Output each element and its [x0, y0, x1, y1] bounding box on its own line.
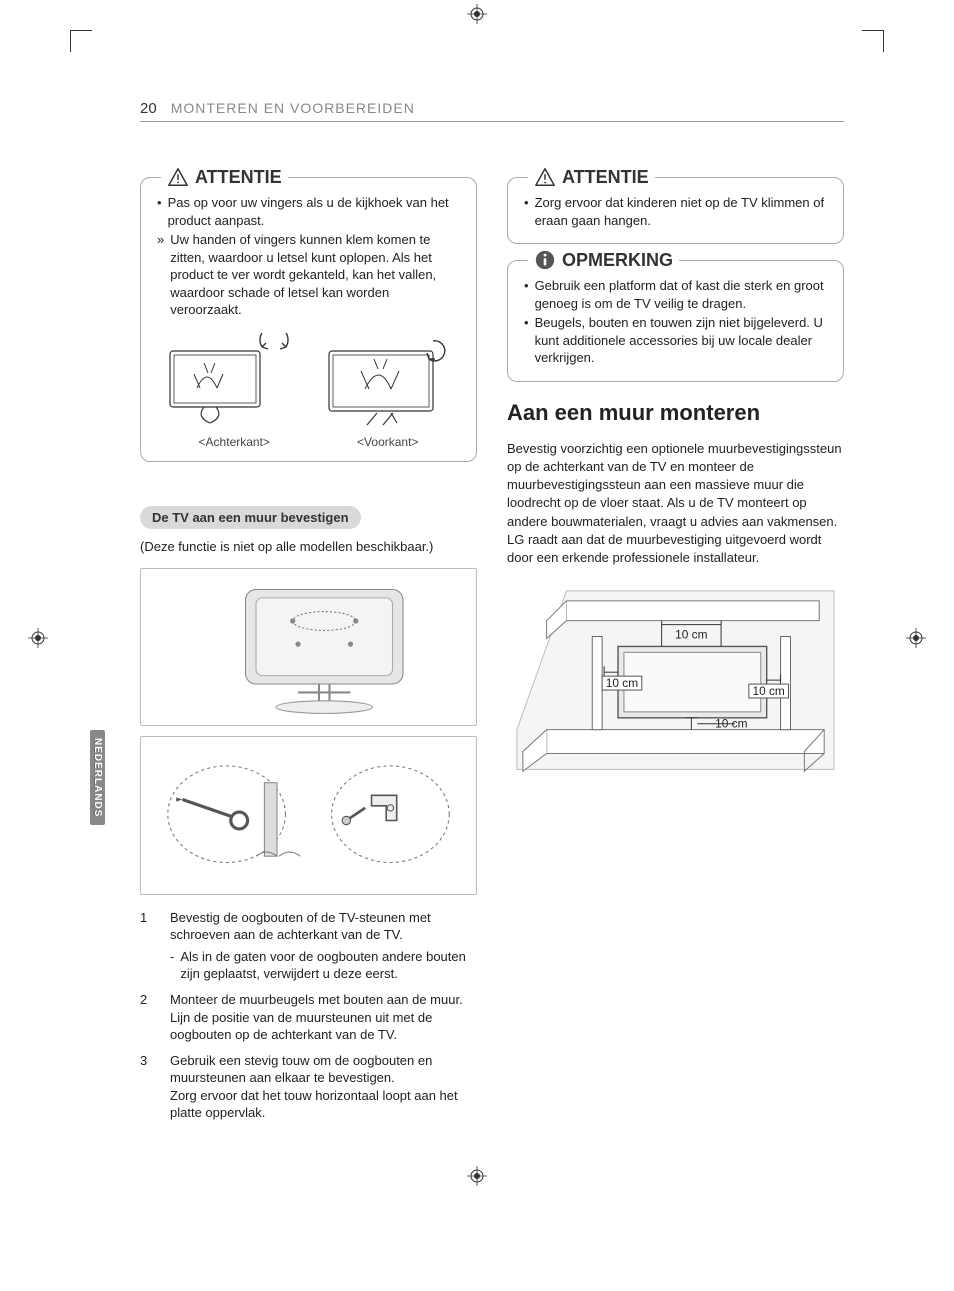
bullet-icon: •: [157, 194, 162, 229]
list-item: » Uw handen of vingers kunnen klem komen…: [157, 231, 462, 319]
bullet-icon: •: [524, 314, 529, 367]
list-text: Uw handen of vingers kunnen klem komen t…: [170, 231, 462, 319]
list-text: Beugels, bouten en touwen zijn niet bijg…: [535, 314, 829, 367]
eyebolt-bracket-figure: [140, 736, 477, 895]
language-tab: NEDERLANDS: [90, 730, 105, 825]
list-text: Gebruik een platform dat of kast die ste…: [535, 277, 829, 312]
registration-mark: [28, 628, 48, 648]
right-column: ATTENTIE • Zorg ervoor dat kinderen niet…: [507, 177, 844, 1130]
bullet-icon: •: [524, 194, 529, 229]
dim-label: 10 cm: [675, 628, 707, 642]
step-text: Bevestig de oogbouten of de TV-steunen m…: [170, 910, 431, 943]
tv-eyebolt-figure: [140, 568, 477, 727]
attentie-box-right: ATTENTIE • Zorg ervoor dat kinderen niet…: [507, 177, 844, 244]
section-title: MONTEREN EN VOORBEREIDEN: [171, 100, 415, 116]
availability-note: (Deze functie is niet op alle modellen b…: [140, 539, 477, 554]
page: 20 MONTEREN EN VOORBEREIDEN NEDERLANDS A…: [0, 0, 954, 1190]
dash-icon: -: [170, 948, 174, 983]
callout-title-text: ATTENTIE: [562, 167, 649, 188]
callout-title: ATTENTIE: [528, 166, 655, 188]
warning-triangle-icon: [167, 166, 189, 188]
step-number: 1: [140, 909, 158, 983]
wall-mount-paragraph: Bevestig voorzichtig een optionele muurb…: [507, 440, 844, 567]
registration-mark: [906, 628, 926, 648]
list-text: Zorg ervoor dat kinderen niet op de TV k…: [535, 194, 829, 229]
attentie-box-left: ATTENTIE • Pas op voor uw vingers als u …: [140, 177, 477, 462]
step-number: 3: [140, 1052, 158, 1122]
opmerking-box: OPMERKING • Gebruik een platform dat of …: [507, 260, 844, 382]
bullet-icon: •: [524, 277, 529, 312]
running-header: 20 MONTEREN EN VOORBEREIDEN: [140, 100, 844, 122]
left-column: ATTENTIE • Pas op voor uw vingers als u …: [140, 177, 477, 1130]
wall-mount-heading: Aan een muur monteren: [507, 400, 844, 426]
wall-mount-clearance-figure: 10 cm 10 cm 10 cm 10 cm: [507, 581, 844, 782]
dim-label: 10 cm: [606, 676, 638, 690]
figure-row: [155, 333, 462, 433]
step-item: 1 Bevestig de oogbouten of de TV-steunen…: [140, 909, 477, 983]
tv-back-tilt-illustration: [162, 333, 302, 433]
step-text: Lijn de positie van de muursteunen uit m…: [170, 1009, 477, 1044]
list-item: • Zorg ervoor dat kinderen niet op de TV…: [524, 194, 829, 229]
substep: - Als in de gaten voor de oogbouten ande…: [170, 948, 477, 983]
callout-title: ATTENTIE: [161, 166, 288, 188]
tv-front-tilt-illustration: [315, 333, 455, 433]
warning-triangle-icon: [534, 166, 556, 188]
subheading-pill: De TV aan een muur bevestigen: [140, 506, 361, 529]
step-text: Gebruik een stevig touw om de oogbouten …: [170, 1052, 477, 1087]
callout-title-text: OPMERKING: [562, 250, 673, 271]
bullet-icon: »: [157, 231, 164, 319]
step-number: 2: [140, 991, 158, 1044]
info-circle-icon: [534, 249, 556, 271]
callout-title-text: ATTENTIE: [195, 167, 282, 188]
step-item: 3 Gebruik een stevig touw om de oogboute…: [140, 1052, 477, 1122]
list-item: • Beugels, bouten en touwen zijn niet bi…: [524, 314, 829, 367]
step-item: 2 Monteer de muurbeugels met bouten aan …: [140, 991, 477, 1044]
fig-label-front: <Voorkant>: [357, 435, 418, 449]
fig-label-back: <Achterkant>: [199, 435, 270, 449]
list-item: • Pas op voor uw vingers als u de kijkho…: [157, 194, 462, 229]
step-text: Zorg ervoor dat het touw horizontaal loo…: [170, 1087, 477, 1122]
list-text: Pas op voor uw vingers als u de kijkhoek…: [168, 194, 462, 229]
wall-secure-section: De TV aan een muur bevestigen (Deze func…: [140, 478, 477, 1122]
step-text: Monteer de muurbeugels met bouten aan de…: [170, 991, 477, 1009]
dim-label: 10 cm: [752, 684, 784, 698]
substep-text: Als in de gaten voor de oogbouten andere…: [180, 948, 477, 983]
instruction-list: 1 Bevestig de oogbouten of de TV-steunen…: [140, 909, 477, 1122]
figure-labels: <Achterkant> <Voorkant>: [155, 435, 462, 449]
callout-title: OPMERKING: [528, 249, 679, 271]
list-item: • Gebruik een platform dat of kast die s…: [524, 277, 829, 312]
registration-mark: [467, 1166, 487, 1186]
page-number: 20: [140, 100, 157, 117]
